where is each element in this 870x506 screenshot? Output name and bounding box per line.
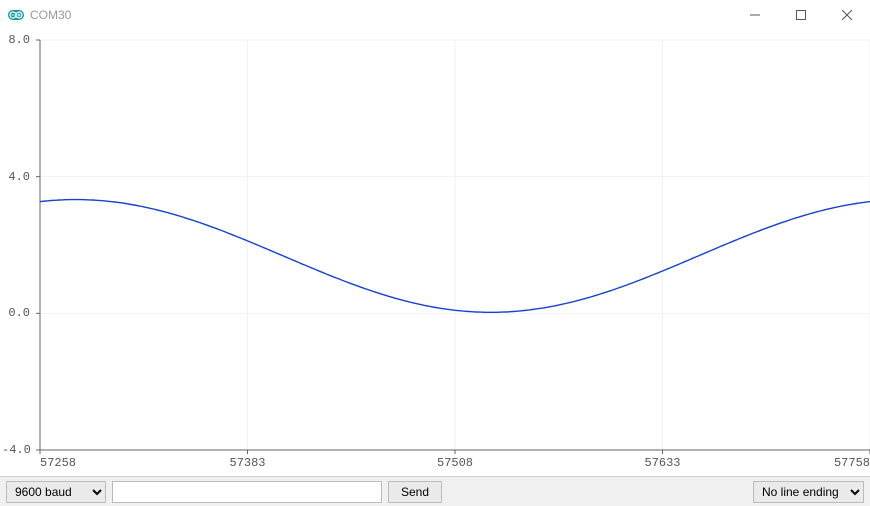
maximize-button[interactable]	[778, 0, 824, 30]
bottom-toolbar: 300 baud1200 baud2400 baud4800 baud9600 …	[0, 476, 870, 506]
close-button[interactable]	[824, 0, 870, 30]
send-button[interactable]: Send	[388, 481, 442, 503]
x-tick-label: 57258	[40, 456, 76, 470]
plot-canvas	[0, 30, 870, 476]
plot-area: -4.0 0.0 4.0 8.0 57258 57383 57508 57633 57758	[0, 30, 870, 476]
title-bar: COM30	[0, 0, 870, 30]
y-tick-label: 8.0	[2, 33, 30, 47]
y-tick-label: 4.0	[2, 170, 30, 184]
x-tick-label: 57633	[644, 456, 680, 470]
x-tick-label: 57383	[229, 456, 265, 470]
y-tick-label: 0.0	[2, 306, 30, 320]
line-ending-select[interactable]: No line endingNewlineCarriage returnBoth…	[753, 481, 864, 503]
minimize-button[interactable]	[732, 0, 778, 30]
window-title: COM30	[30, 8, 71, 22]
baud-rate-select[interactable]: 300 baud1200 baud2400 baud4800 baud9600 …	[6, 481, 106, 503]
x-tick-label: 57508	[437, 456, 473, 470]
serial-plotter-window: COM30 -4.0 0.0 4.0 8.0 57258 57383 57508 57633 5…	[0, 0, 870, 506]
serial-input[interactable]	[112, 481, 382, 503]
x-tick-label: 57758	[834, 456, 870, 470]
y-tick-label: -4.0	[2, 443, 30, 457]
arduino-icon	[8, 7, 24, 23]
